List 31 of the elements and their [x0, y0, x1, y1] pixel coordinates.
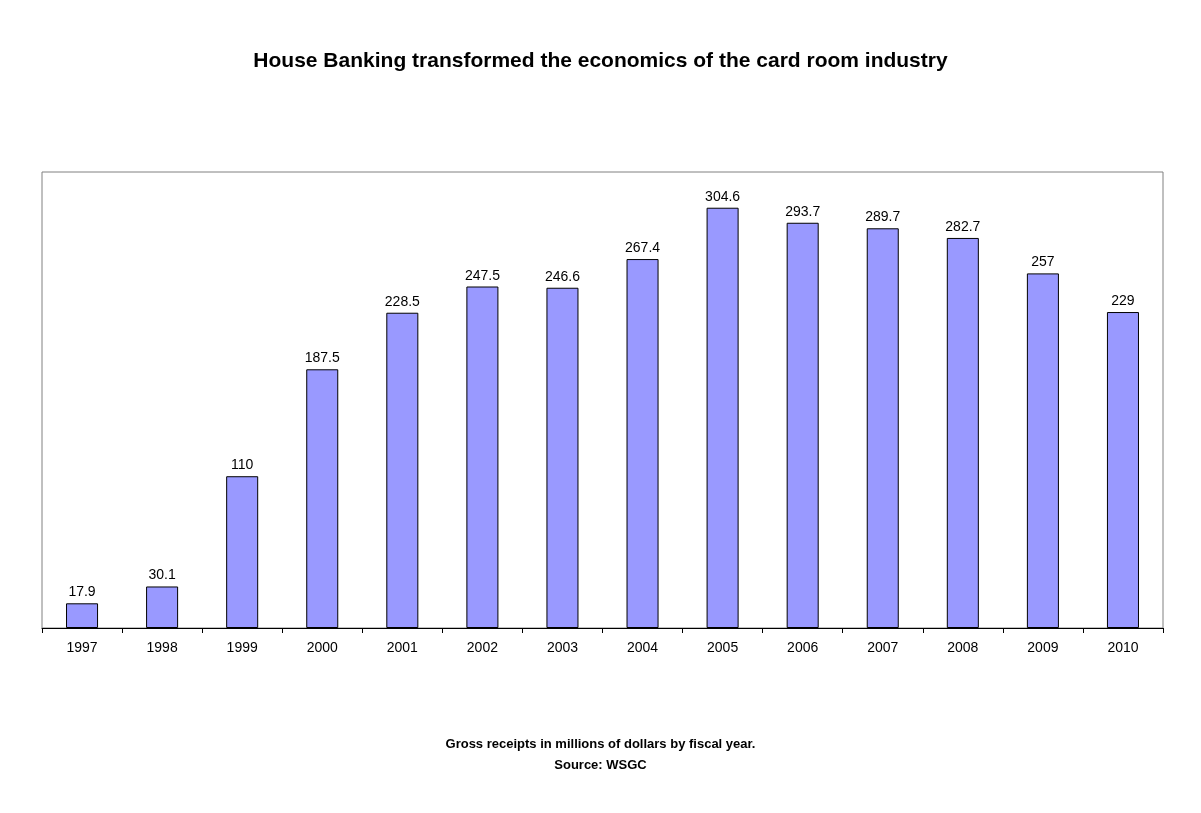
x-tick-label: 2006	[787, 639, 819, 655]
data-label: 17.9	[68, 583, 96, 600]
x-tick-label: 2007	[867, 639, 899, 655]
x-tick-label: 2005	[707, 639, 739, 655]
x-tick-label: 1998	[146, 639, 178, 655]
data-label: 289.7	[865, 208, 901, 225]
x-tick-label: 2008	[947, 639, 979, 655]
x-tick-label: 2000	[306, 639, 339, 655]
x-tick-label: 1997	[66, 639, 98, 655]
data-label: 267.4	[625, 239, 661, 256]
data-label: 293.7	[785, 202, 821, 219]
x-tick-label: 1999	[226, 639, 258, 655]
x-tick-label: 2002	[466, 639, 499, 655]
data-label: 304.6	[705, 187, 741, 204]
x-tick-label: 2010	[1107, 639, 1139, 655]
data-label: 229	[1111, 292, 1135, 309]
x-tick-label: 2004	[626, 639, 659, 655]
data-label: 228.5	[384, 292, 421, 309]
data-label: 187.5	[304, 349, 340, 366]
data-label: 110	[231, 456, 254, 473]
chart-title: House Banking transformed the economics of the card room industry	[253, 48, 948, 71]
source-note: Source: WSGC	[554, 757, 648, 772]
x-tick-label: 2001	[386, 639, 419, 655]
data-label: 246.6	[544, 267, 581, 284]
data-label: 282.7	[945, 217, 981, 234]
x-tick-label: 2009	[1027, 639, 1059, 655]
data-label: 257	[1031, 253, 1055, 270]
data-label: 30.1	[148, 566, 176, 583]
text: Gross receipts in millions of dollars by fiscal year.	[445, 736, 756, 751]
x-tick-label: 2003	[546, 639, 579, 655]
data-label: 247.5	[464, 266, 501, 283]
